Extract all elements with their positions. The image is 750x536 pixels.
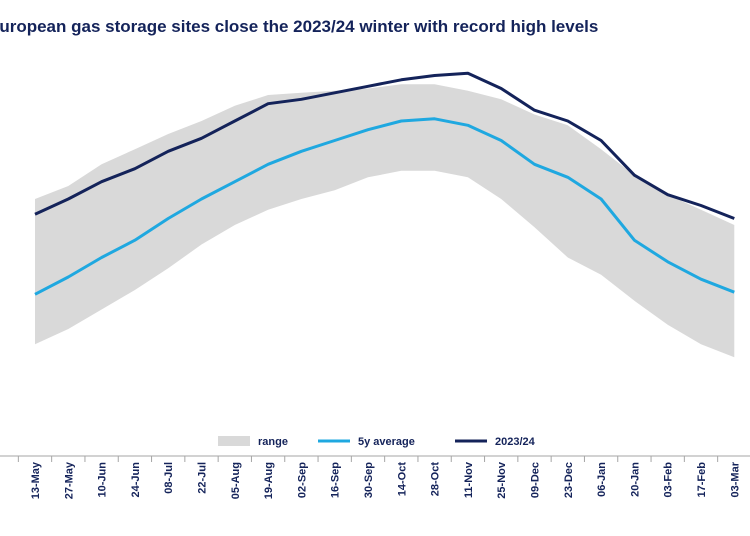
x-tick-label: 08-Jul bbox=[163, 462, 175, 494]
x-tick-label: 03-Mar bbox=[729, 461, 741, 497]
x-tick-label: 09-Dec bbox=[530, 462, 542, 498]
series-line bbox=[34, 71, 735, 220]
x-tick-label: 11-Nov bbox=[463, 461, 475, 498]
range-band bbox=[35, 84, 735, 358]
legend-swatch bbox=[218, 436, 250, 446]
x-tick-label: 05-Aug bbox=[230, 462, 242, 499]
x-tick-label: 30-Sep bbox=[363, 462, 375, 498]
legend-label: 5y average bbox=[358, 436, 415, 448]
legend-label: range bbox=[258, 436, 288, 448]
x-tick-label: 20-Jan bbox=[629, 462, 641, 497]
chart-title: European gas storage sites close the 202… bbox=[0, 17, 598, 36]
x-tick-label: 16-Sep bbox=[330, 462, 342, 498]
x-tick-label: 14-Oct bbox=[396, 462, 408, 497]
x-tick-label: 22-Jul bbox=[197, 462, 209, 494]
x-tick-label: 17-Feb bbox=[696, 462, 708, 498]
x-tick-label: 06-Jan bbox=[596, 462, 608, 497]
x-tick-label: 25-Nov bbox=[496, 461, 508, 499]
x-tick-label: 19-Aug bbox=[263, 462, 275, 499]
x-tick-label: 23-Dec bbox=[563, 462, 575, 498]
series-line bbox=[34, 117, 735, 296]
x-tick-label: 27-May bbox=[63, 461, 75, 499]
legend-label: 2023/24 bbox=[495, 436, 536, 448]
x-tick-label: 10-Jun bbox=[97, 462, 109, 498]
x-tick-label: 13-May bbox=[30, 461, 42, 499]
x-tick-label: 02-Sep bbox=[296, 462, 308, 498]
x-tick-label: 03-Feb bbox=[663, 462, 675, 498]
x-tick-label: 28-Oct bbox=[430, 462, 442, 497]
x-tick-label: 24-Jun bbox=[130, 462, 142, 498]
